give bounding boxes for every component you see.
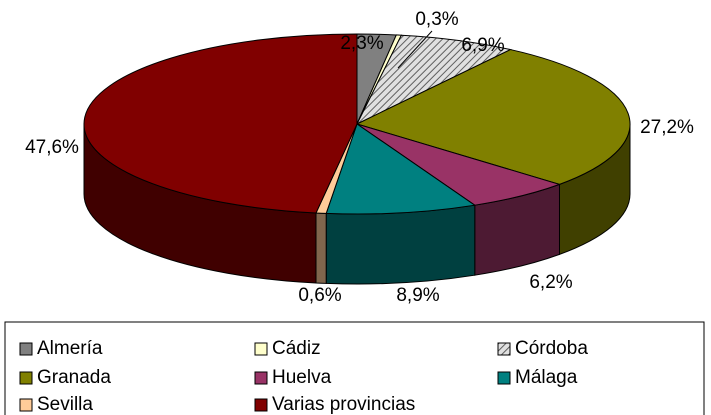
- data-label: 6,9%: [461, 35, 504, 56]
- legend-swatch: [19, 398, 33, 412]
- data-label: 8,9%: [396, 285, 439, 306]
- data-label: 6,2%: [529, 272, 572, 293]
- slice: [325, 123, 477, 215]
- slice: [83, 33, 358, 214]
- slice: [355, 49, 631, 185]
- data-label: 0,3%: [415, 9, 458, 30]
- data-label: 47,6%: [25, 137, 79, 158]
- legend-label: Huelva: [272, 367, 332, 388]
- slice: [355, 34, 512, 126]
- legend-swatch: [254, 371, 268, 385]
- slice-side: [325, 204, 476, 285]
- legend-swatch: [254, 398, 268, 412]
- legend-swatch: [254, 342, 268, 356]
- leader-line: [397, 30, 433, 69]
- legend-label: Almería: [37, 338, 103, 359]
- legend-swatch: [19, 342, 33, 356]
- legend-swatch: [497, 342, 511, 356]
- legend-box: [4, 321, 705, 415]
- data-label: 27,2%: [640, 117, 694, 138]
- slice-side: [315, 212, 327, 284]
- legend-swatch: [19, 371, 33, 385]
- data-label: 2,3%: [340, 33, 383, 54]
- legend-label: Sevilla: [37, 394, 93, 415]
- legend-label: Granada: [37, 367, 111, 388]
- legend-label: Córdoba: [515, 338, 588, 359]
- legend-label: Málaga: [515, 367, 578, 388]
- legend-swatch: [497, 371, 511, 385]
- legend-label: Cádiz: [272, 338, 321, 359]
- legend-label: Varias provincias: [272, 394, 415, 415]
- data-label: 0,6%: [298, 285, 341, 306]
